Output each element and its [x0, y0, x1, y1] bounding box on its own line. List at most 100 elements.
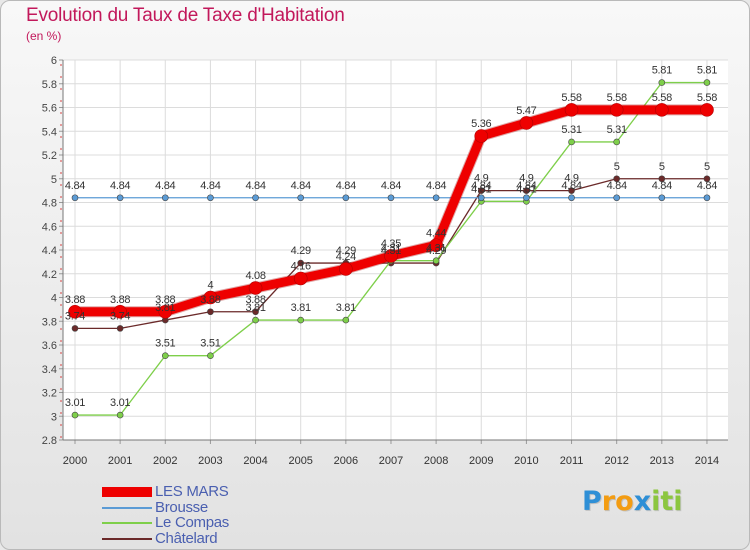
point-les-mars — [519, 116, 534, 130]
y-tick-label: 3.6 — [42, 340, 57, 352]
data-label-le-compas: 5.31 — [561, 124, 581, 136]
data-label-ch-telard: 4.31 — [381, 245, 401, 257]
y-tick-label: 3.8 — [42, 316, 57, 328]
point-brousse — [477, 194, 485, 202]
point-brousse — [568, 194, 575, 202]
logo-letter: x — [633, 486, 652, 517]
data-label-ch-telard: 4.29 — [336, 245, 356, 257]
data-label-brousse: 4.84 — [291, 180, 311, 192]
data-label-ch-telard: 3.88 — [200, 294, 220, 306]
point-le-compas — [432, 257, 440, 264]
data-label-les-mars: 3.88 — [65, 294, 85, 306]
logo-letter: o — [615, 486, 634, 517]
data-label-les-mars: 4.35 — [381, 238, 401, 250]
point-le-compas — [658, 79, 666, 86]
data-label-ch-telard: 3.74 — [110, 310, 130, 322]
point-brousse — [252, 194, 259, 202]
point-le-compas — [71, 411, 79, 419]
point-les-mars — [564, 103, 579, 117]
x-tick-label: 2007 — [379, 455, 403, 467]
data-label-les-mars: 4 — [208, 280, 214, 292]
data-label-les-mars: 5.58 — [561, 92, 581, 104]
y-tick-label: 6 — [51, 55, 57, 67]
point-ch-telard — [568, 187, 575, 194]
point-ch-telard — [613, 175, 620, 183]
chart-title: Evolution du Taux de Taxe d'Habitation — [26, 5, 345, 26]
point-ch-telard — [116, 325, 124, 332]
data-label-ch-telard: 4.9 — [519, 173, 534, 185]
point-brousse — [613, 194, 620, 202]
point-ch-telard — [297, 259, 305, 267]
logo-letter: P — [582, 486, 602, 517]
data-label-ch-telard: 3.74 — [65, 310, 85, 322]
data-label-brousse: 4.84 — [516, 180, 536, 192]
data-label-le-compas: 4.81 — [471, 183, 491, 195]
point-le-compas — [613, 138, 620, 146]
legend-item-le-compas: Le Compas — [102, 514, 302, 531]
point-ch-telard — [252, 308, 259, 316]
point-le-compas — [297, 316, 305, 324]
legend-label: Châtelard — [155, 529, 218, 547]
point-les-mars — [384, 249, 398, 263]
data-label-ch-telard: 5 — [614, 161, 620, 173]
point-ch-telard — [477, 187, 485, 194]
point-les-mars — [655, 103, 669, 117]
data-label-brousse: 4.84 — [245, 180, 265, 192]
logo-letter: i — [651, 486, 661, 517]
x-tick-label: 2013 — [650, 455, 674, 467]
data-label-brousse: 4.84 — [697, 180, 717, 192]
data-label-ch-telard: 4.9 — [564, 173, 579, 185]
data-label-ch-telard: 5 — [659, 161, 665, 173]
x-tick-label: 2001 — [108, 455, 132, 467]
x-tick-label: 2012 — [604, 455, 628, 467]
data-label-brousse: 4.84 — [336, 180, 356, 192]
point-les-mars — [429, 238, 443, 253]
data-label-les-mars: 5.58 — [652, 92, 672, 104]
point-brousse — [523, 194, 530, 202]
x-tick-label: 2008 — [424, 455, 448, 467]
data-label-ch-telard: 4.9 — [474, 173, 489, 185]
data-label-les-mars: 3.88 — [155, 294, 175, 306]
legend-swatch — [102, 537, 152, 540]
point-les-mars — [474, 129, 489, 143]
point-les-mars — [113, 304, 127, 319]
data-label-les-mars: 4.16 — [291, 261, 311, 273]
x-tick-label: 2014 — [695, 455, 719, 467]
point-brousse — [432, 194, 440, 202]
data-label-le-compas: 5.31 — [607, 124, 627, 136]
y-tick-label: 5.2 — [42, 150, 57, 162]
legend-label: LES MARS — [155, 483, 229, 500]
data-label-brousse: 4.84 — [155, 180, 175, 192]
y-tick-label: 4.4 — [42, 245, 57, 257]
data-label-brousse: 4.84 — [381, 180, 401, 192]
data-label-brousse: 4.84 — [561, 180, 581, 192]
data-label-les-mars: 4.44 — [426, 227, 446, 239]
point-le-compas — [342, 316, 350, 324]
data-label-les-mars: 5.47 — [516, 105, 536, 117]
y-tick-label: 2.8 — [42, 435, 57, 447]
data-label-ch-telard: 5 — [704, 161, 710, 173]
point-le-compas — [116, 411, 124, 419]
data-label-le-compas: 3.81 — [291, 302, 311, 314]
point-le-compas — [252, 316, 259, 324]
x-tick-label: 2011 — [560, 455, 584, 467]
x-tick-label: 2003 — [198, 455, 222, 467]
logo-letter: i — [673, 486, 683, 517]
y-tick-label: 5.6 — [42, 103, 57, 115]
data-label-ch-telard: 3.88 — [245, 294, 265, 306]
point-brousse — [387, 194, 395, 202]
data-label-le-compas: 4.31 — [381, 243, 401, 255]
proxiti-logo: Proxiti — [582, 486, 683, 517]
point-les-mars — [203, 290, 218, 305]
data-label-brousse: 4.84 — [426, 180, 446, 192]
legend-label: Brousse — [155, 498, 208, 516]
point-les-mars — [609, 103, 624, 117]
legend-label: Le Compas — [155, 514, 230, 531]
point-le-compas — [161, 352, 169, 359]
data-label-brousse: 4.84 — [110, 180, 130, 192]
point-le-compas — [207, 352, 214, 359]
data-label-les-mars: 5.36 — [471, 118, 491, 130]
legend-swatch — [102, 522, 152, 524]
point-les-mars — [293, 271, 308, 286]
legend-item-les-mars: LES MARS — [102, 483, 302, 500]
